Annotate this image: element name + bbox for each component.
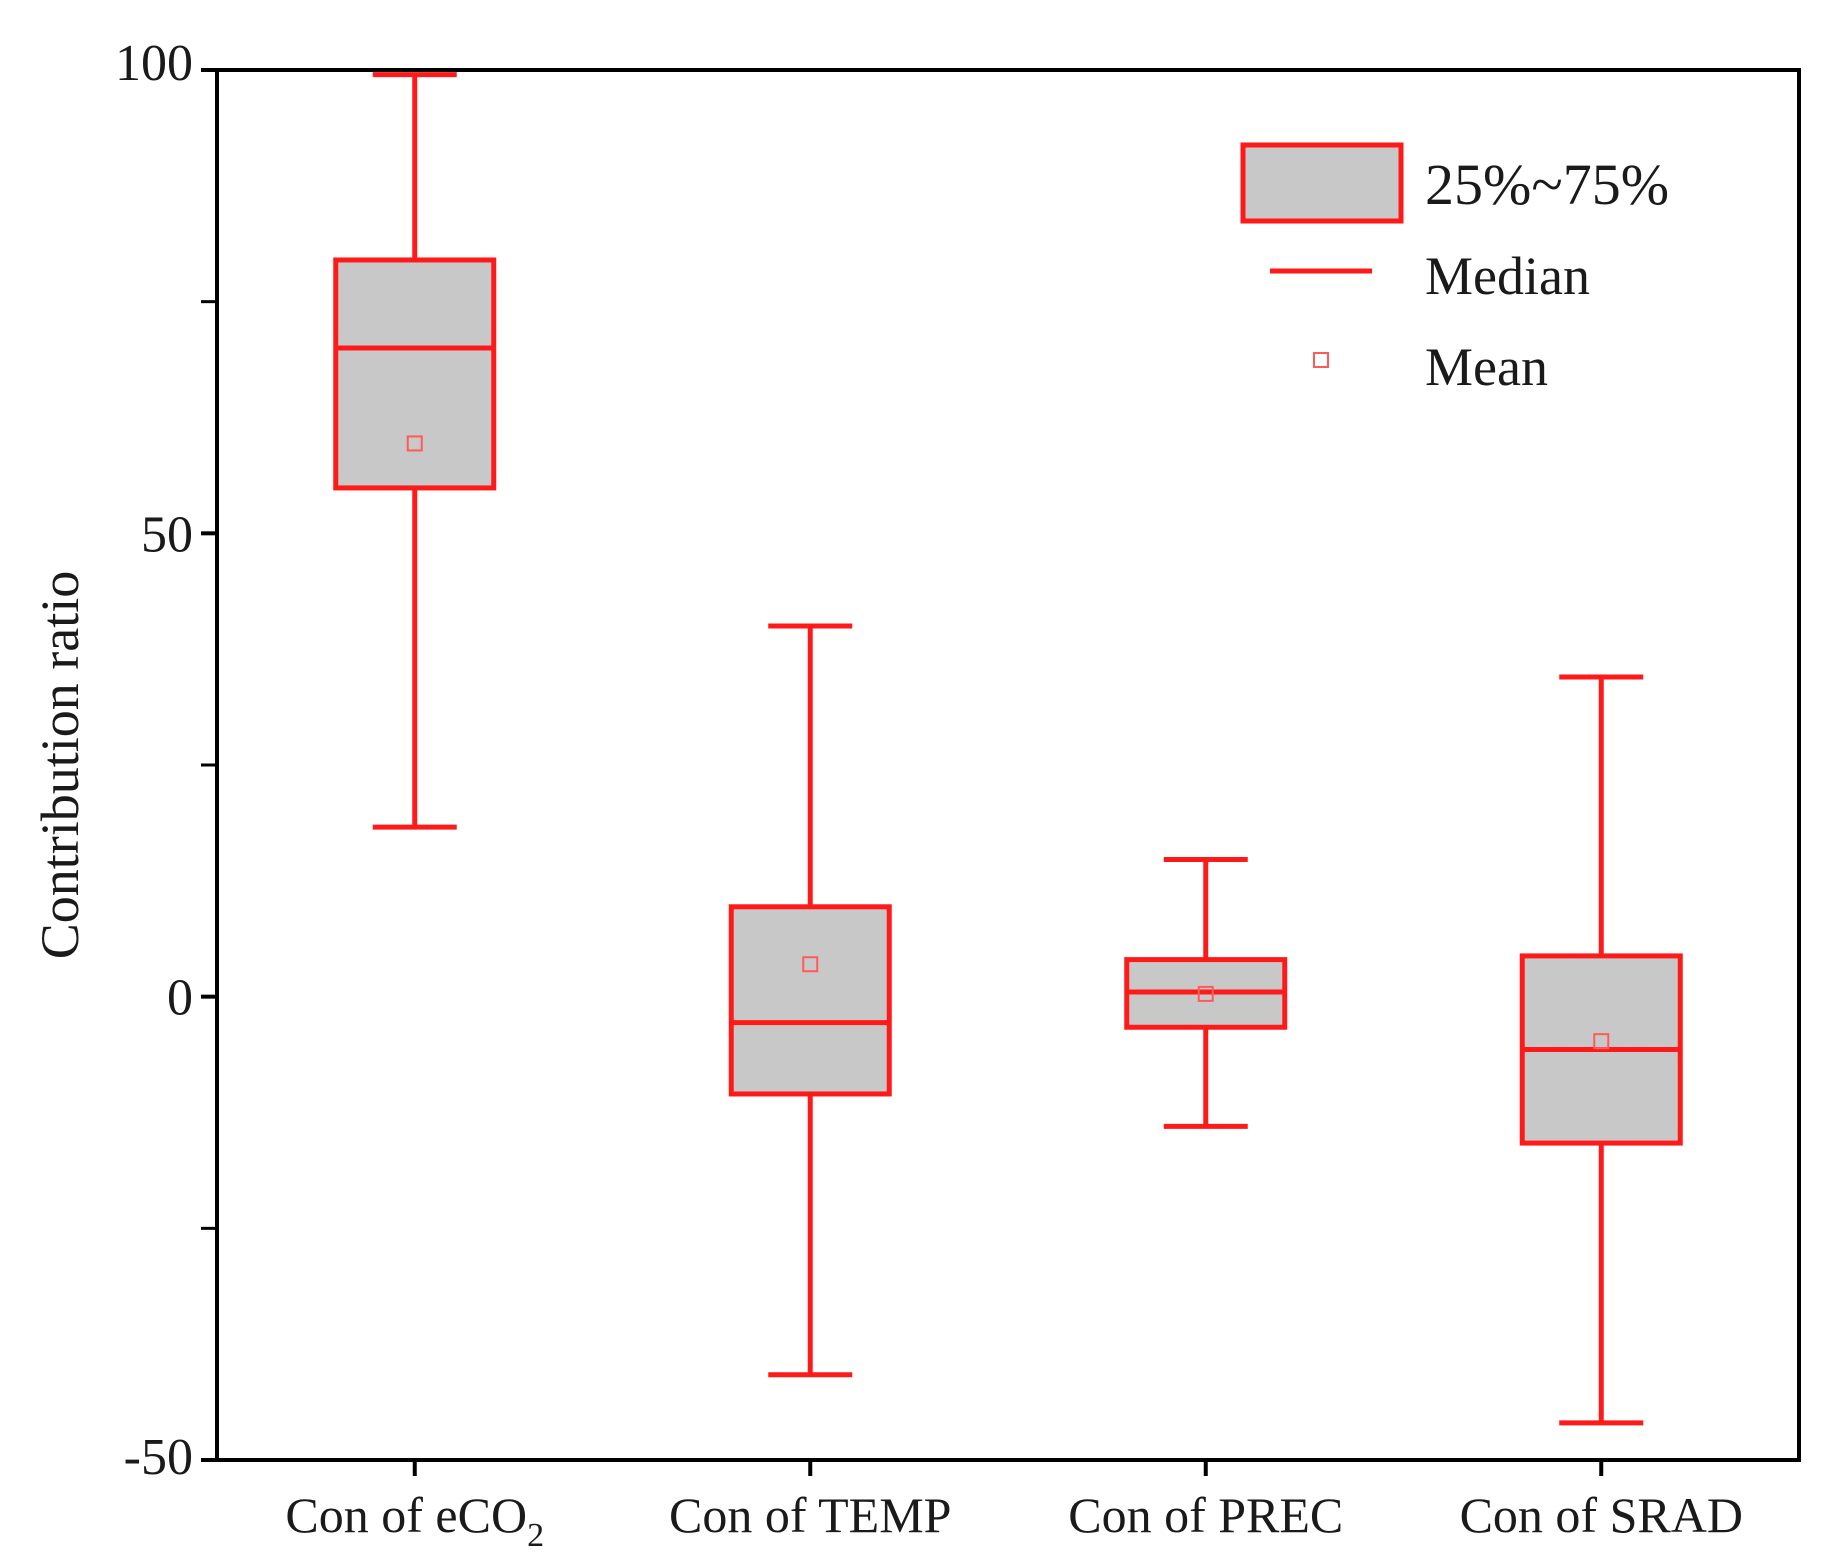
x-tick-label-text: Con of TEMP [669,1487,951,1543]
box-group [1519,674,1683,1426]
x-tick-label: Con of eCO2 [285,1487,544,1554]
y-axis-label: Contribution ratio [30,571,90,959]
x-tick-label: Con of PREC [1068,1487,1343,1543]
x-tick-label-text: Con of SRAD [1460,1487,1743,1543]
x-tick-label: Con of TEMP [669,1487,951,1543]
mean-marker [802,956,819,973]
y-tick-label: 0 [167,970,193,1027]
iqr-box [333,257,497,491]
legend-box-swatch [1240,142,1404,224]
legend-mean-label: Mean [1425,337,1548,397]
legend-box-label: 25%~75% [1425,152,1669,217]
x-tick-label-text: Con of eCO [285,1487,527,1543]
mean-marker [406,435,423,452]
legend-mean-swatch [1313,352,1329,368]
box-group [728,623,892,1378]
iqr-box [728,904,892,1097]
x-tick-label-text: Con of PREC [1068,1487,1343,1543]
x-tick-label: Con of SRAD [1460,1487,1743,1543]
y-tick-label: 50 [141,506,193,563]
y-tick-label: 100 [115,35,193,92]
y-tick-label: -50 [124,1429,193,1486]
x-tick-label-subscript: 2 [527,1517,544,1554]
mean-marker [1197,985,1214,1002]
mean-marker [1593,1033,1610,1050]
legend: 25%~75% Median Mean [1240,142,1669,397]
legend-median-label: Median [1425,246,1590,306]
box-group [333,72,497,830]
box-group [1124,857,1288,1129]
